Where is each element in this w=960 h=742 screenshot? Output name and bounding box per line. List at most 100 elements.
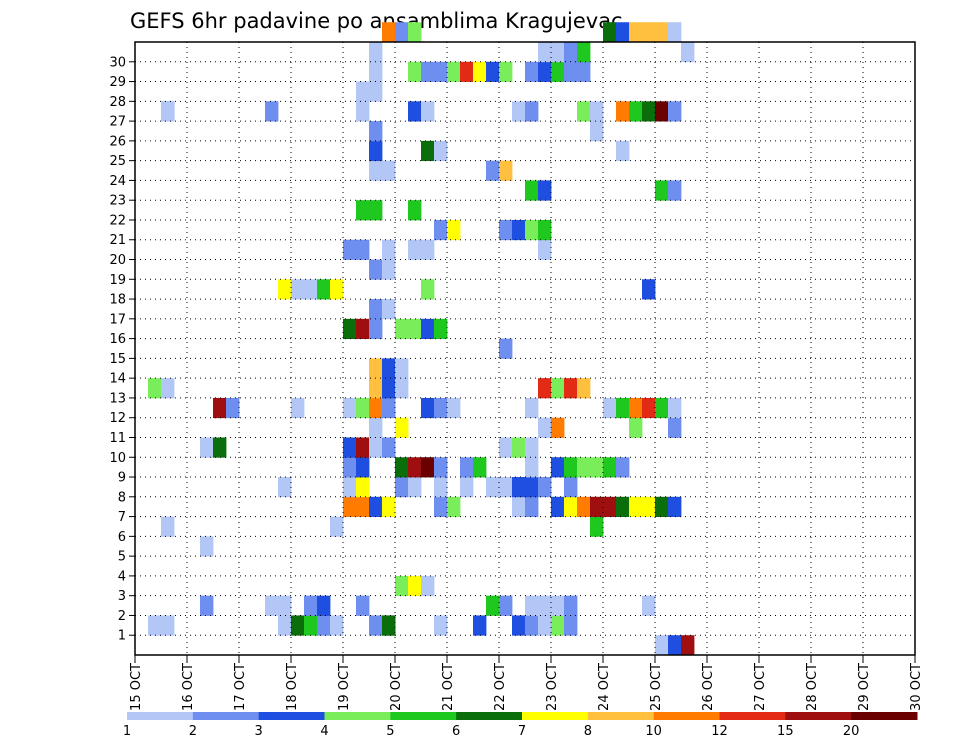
heatmap-cell xyxy=(551,378,565,399)
heatmap-cell xyxy=(356,81,370,102)
legend-label: 12 xyxy=(711,724,728,739)
y-tick-label: 19 xyxy=(109,273,126,288)
heatmap-cell xyxy=(551,457,565,478)
heatmap-cell xyxy=(590,101,604,122)
heatmap-cell xyxy=(356,457,370,478)
heatmap-cell xyxy=(460,477,474,498)
heatmap-cell xyxy=(278,279,292,300)
x-tick-label: 26 OCT xyxy=(701,663,716,711)
y-tick-label: 4 xyxy=(118,569,126,584)
y-tick-label: 6 xyxy=(118,530,126,545)
x-tick-label: 19 OCT xyxy=(337,663,352,711)
x-tick-label: 18 OCT xyxy=(285,663,300,711)
heatmap-cell xyxy=(642,22,656,43)
heatmap-cell xyxy=(369,615,383,636)
legend-swatch xyxy=(192,712,260,720)
y-tick-label: 20 xyxy=(109,253,126,268)
heatmap-cell xyxy=(343,318,357,340)
heatmap-cell xyxy=(148,615,162,636)
heatmap-cell xyxy=(343,457,357,478)
heatmap-cell xyxy=(278,615,292,636)
plot-frame xyxy=(134,41,916,656)
heatmap-cell xyxy=(486,595,500,616)
heatmap-cell xyxy=(161,378,175,399)
y-tick-label: 11 xyxy=(109,431,126,446)
heatmap-cell xyxy=(395,477,409,498)
x-tick-label: 25 OCT xyxy=(649,663,664,711)
y-tick-label: 8 xyxy=(118,490,126,505)
heatmap-cell xyxy=(616,397,630,419)
x-tick-label: 28 OCT xyxy=(805,663,820,711)
x-tick-label: 29 OCT xyxy=(857,663,872,711)
color-legend: 1 2 3 4 5 6 7 8 10 12 15 20 xyxy=(123,712,918,739)
legend-swatch xyxy=(653,712,720,720)
legend-swatch xyxy=(390,712,457,720)
heatmap-cell xyxy=(434,477,448,498)
heatmap-cell xyxy=(668,101,682,122)
heatmap-cell xyxy=(447,397,461,419)
y-tick-label: 9 xyxy=(118,471,126,486)
heatmap-cell xyxy=(213,397,227,419)
heatmap-cell xyxy=(200,437,214,458)
chart-title: GEFS 6hr padavine po ansamblima Kragujev… xyxy=(130,9,623,33)
heatmap-cell xyxy=(655,22,669,43)
heatmap-cell xyxy=(356,437,370,458)
heatmap-cell xyxy=(538,595,552,616)
heatmap-cell xyxy=(369,437,383,458)
heatmap-cell xyxy=(382,299,396,320)
heatmap-cell xyxy=(395,575,409,597)
heatmap-cell xyxy=(460,61,474,82)
y-tick-label: 18 xyxy=(109,293,126,308)
heatmap-cell xyxy=(655,180,669,201)
heatmap-cell xyxy=(577,378,591,399)
x-tick-label: 21 OCT xyxy=(441,663,456,711)
heatmap-cell xyxy=(538,219,552,241)
heatmap-cell xyxy=(538,615,552,636)
legend-label: 2 xyxy=(189,724,197,739)
legend-swatch xyxy=(127,712,194,720)
heatmap-cell xyxy=(642,595,656,616)
heatmap-cell xyxy=(356,397,370,419)
heatmap-cell xyxy=(369,417,383,438)
heatmap-cell xyxy=(525,397,539,419)
heatmap-cell xyxy=(668,180,682,201)
heatmap-cell xyxy=(408,22,422,43)
heatmap-cell xyxy=(499,595,513,616)
heatmap-cell xyxy=(382,22,396,43)
heatmap-cell xyxy=(382,397,396,419)
heatmap-cell xyxy=(668,22,682,43)
heatmap-cell xyxy=(616,140,630,162)
x-tick-label: 16 OCT xyxy=(181,663,196,711)
heatmap-cell xyxy=(291,397,305,419)
heatmap-cell xyxy=(382,496,396,517)
gridlines xyxy=(134,42,916,655)
heatmap-cell xyxy=(369,397,383,419)
legend-swatch xyxy=(785,712,852,720)
heatmap-cell xyxy=(369,160,383,181)
heatmap-cell xyxy=(434,496,448,517)
heatmap-cell xyxy=(317,279,331,300)
heatmap-cell xyxy=(538,61,552,82)
heatmap-cell xyxy=(408,101,422,122)
heatmap-cell xyxy=(551,61,565,82)
heatmap-cell xyxy=(655,635,669,656)
legend-swatch xyxy=(587,712,655,720)
heatmap-cell xyxy=(408,318,422,340)
heatmap-cell xyxy=(226,397,240,419)
x-tick-label: 20 OCT xyxy=(389,663,404,711)
x-tick-label: 23 OCT xyxy=(545,663,560,711)
heatmap-cell xyxy=(499,61,513,82)
y-tick-label: 2 xyxy=(118,609,126,624)
heatmap-cell xyxy=(356,101,370,122)
legend-label: 15 xyxy=(777,724,794,739)
heatmap-cell xyxy=(668,417,682,438)
heatmap-cell xyxy=(408,575,422,597)
heatmap-cell xyxy=(148,378,162,399)
heatmap-cell xyxy=(655,397,669,419)
heatmap-cell xyxy=(681,42,695,63)
heatmap-cell xyxy=(447,61,461,82)
heatmap-cell xyxy=(421,101,435,122)
heatmap-cell xyxy=(551,595,565,616)
heatmap-cell xyxy=(421,279,435,300)
heatmap-cell xyxy=(278,595,292,616)
